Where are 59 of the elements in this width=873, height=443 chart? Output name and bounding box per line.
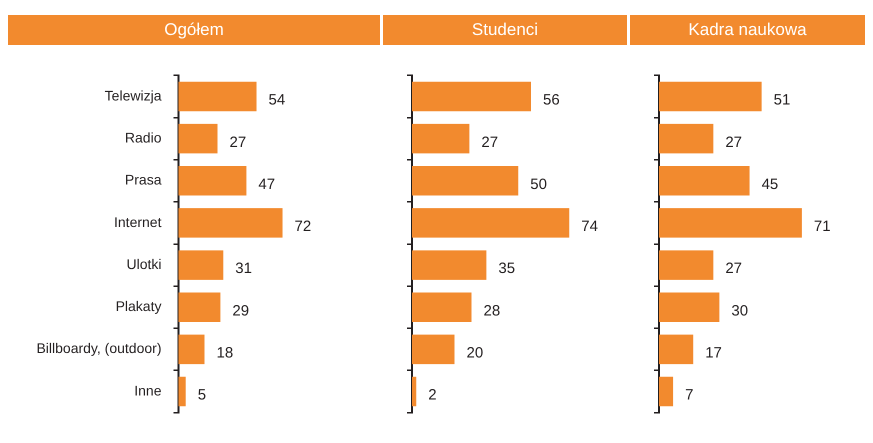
bar [659,250,714,280]
bar [178,292,220,322]
data-label: 20 [466,344,484,362]
data-label: 27 [481,134,498,151]
y-tick-label: Internet [114,214,162,230]
data-label: 30 [731,302,748,320]
data-label: 7 [685,386,694,404]
bar [412,82,531,112]
data-label: 50 [530,176,547,193]
bar [412,124,470,154]
bar [412,208,570,238]
bar [412,166,518,196]
data-label: 27 [230,134,246,151]
bar [412,250,486,280]
bar [659,124,714,154]
bar [659,376,674,406]
y-tick-label: Inne [134,382,162,398]
data-label: 54 [268,92,286,109]
y-tick-label: Plakaty [116,298,162,314]
bar [412,334,454,364]
data-label: 2 [428,386,437,404]
data-label: 47 [258,176,276,193]
data-label: 51 [774,92,790,109]
bar [412,292,472,322]
y-tick-label: Billboardy, (outdoor) [36,340,162,356]
data-label: 31 [235,260,252,278]
bar [659,334,694,364]
bar [178,208,283,238]
data-label: 72 [294,218,312,236]
bar [178,250,224,280]
chart-title: Ogółem [8,15,380,45]
bar [659,82,762,112]
data-label: 28 [484,302,500,320]
bar [178,376,186,406]
bar [178,82,257,112]
bar [178,124,218,154]
data-label: 56 [543,92,560,109]
y-tick-label: Prasa [124,172,162,188]
y-tick-label: Radio [124,129,162,146]
bar [412,376,416,406]
data-label: 27 [725,260,742,278]
data-label: 45 [762,176,778,193]
y-tick-label: Ulotki [126,256,162,272]
data-label: 17 [705,344,722,362]
chart-title: Studenci [383,15,627,45]
data-label: 27 [725,134,742,151]
bar [178,334,204,364]
data-label: 74 [581,218,598,236]
y-tick-label: Telewizja [104,87,162,104]
data-label: 5 [198,386,206,404]
bar [178,166,246,196]
data-label: 71 [814,218,831,236]
chart-title: Kadra naukowa [630,15,865,45]
data-label: 29 [232,302,250,320]
bar [659,292,720,322]
bar [659,166,750,196]
data-label: 35 [498,260,516,278]
data-label: 18 [216,344,234,362]
bar [659,208,802,238]
